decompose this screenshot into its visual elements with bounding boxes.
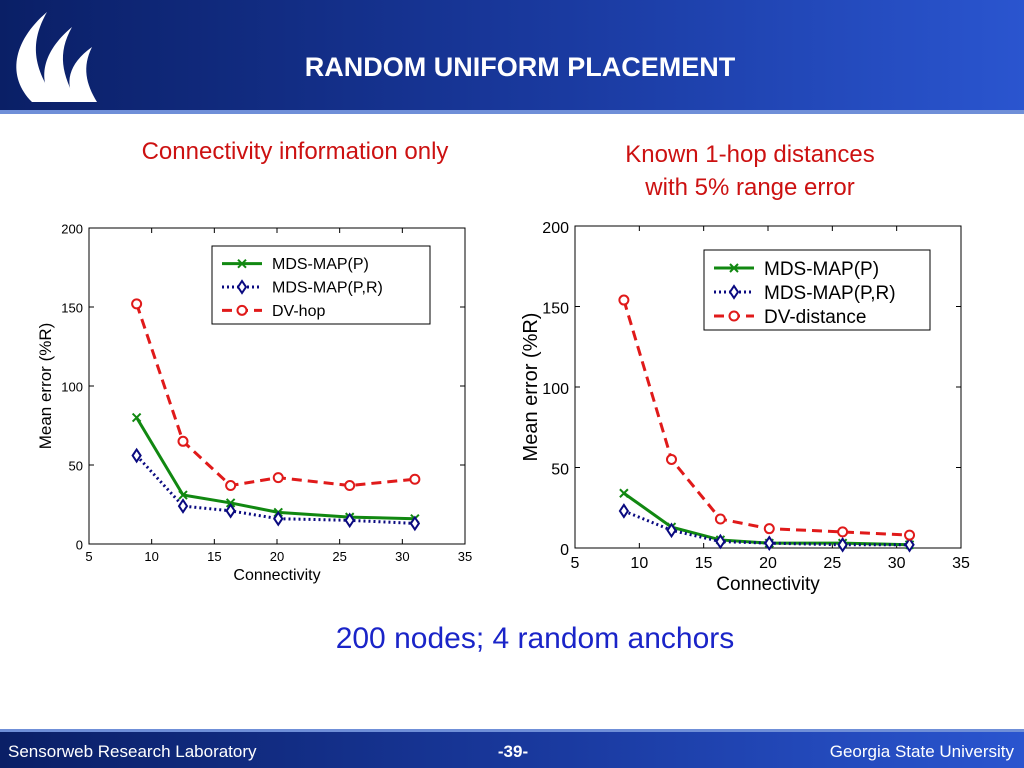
y-tick-label: 150 [542,301,569,318]
y-tick-label: 50 [69,459,83,474]
legend-marker [236,279,248,295]
x-tick-label: 20 [759,555,777,572]
x-tick-label: 20 [270,549,284,564]
data-point [904,536,915,553]
x-axis-label: Connectivity [716,574,820,595]
y-axis-label: Mean error (%R) [36,323,55,450]
x-tick-label: 30 [395,549,409,564]
series-1 [131,447,421,532]
x-tick-label: 35 [458,549,472,564]
y-tick-label: 0 [76,538,83,553]
data-point [763,523,775,535]
slide-footer-bar [0,732,1024,768]
data-point [177,498,189,514]
right-chart-subtitle: Known 1-hop distances with 5% range erro… [560,138,940,204]
y-tick-label: 150 [61,301,83,316]
slide-caption: 200 nodes; 4 random anchors [335,622,735,655]
data-point [131,298,143,310]
legend-label: MDS-MAP(P,R) [272,280,383,297]
data-point [273,510,284,527]
slide-header-bar [0,0,1024,110]
x-tick-label: 25 [823,555,841,572]
data-point [178,490,188,500]
data-point [225,503,236,519]
left-chart-subtitle: Connectivity information only [141,138,449,165]
series-line [622,299,910,537]
y-tick-label: 50 [551,462,569,479]
legend-box [211,245,431,325]
x-tick-label: 15 [207,549,221,564]
legend-label: DV-distance [764,307,866,328]
series-line [623,509,910,547]
data-point [344,480,356,492]
legend-marker [729,263,739,273]
footer-lab-name: Sensorweb Research Laboratory [8,742,257,761]
x-tick-label: 30 [888,555,906,572]
x-tick-label: 15 [695,555,713,572]
data-point [131,412,142,423]
y-tick-label: 0 [560,542,569,559]
x-tick-label: 5 [85,549,92,564]
series-2 [618,294,916,541]
data-point [904,529,916,541]
data-point [619,488,629,498]
y-tick-label: 200 [61,222,83,237]
legend-marker [728,284,740,300]
slide-title: RANDOM UNIFORM PLACEMENT [304,52,736,82]
gsu-flame-logo-icon [16,12,97,102]
x-tick-label: 5 [571,555,580,572]
data-point [618,294,630,306]
y-tick-label: 200 [542,220,569,237]
x-tick-label: 10 [630,555,648,572]
data-point [409,515,421,532]
header-divider [0,110,1024,114]
right-subtitle-line2: with 5% range error [645,174,855,201]
x-tick-label: 10 [144,549,158,564]
data-point [409,473,421,485]
page-number: -39- [497,742,529,761]
series-line [135,303,416,488]
right-line-chart: 5 10 15 20 25 30 35 0 50 100 150 200 Connectivity Mea… [520,220,970,595]
data-point [764,535,775,551]
y-axis-label: Mean error (%R) [520,313,542,462]
series-1 [618,503,915,553]
footer-divider [0,729,1024,732]
legend-marker [237,258,247,269]
data-point [666,453,677,465]
x-axis-label: Connectivity [233,567,320,584]
x-tick-label: 25 [332,549,346,564]
legend-label: MDS-MAP(P,R) [764,283,896,304]
right-subtitle-line1: Known 1-hop distances [625,141,875,168]
legend-label: MDS-MAP(P) [272,256,369,273]
data-point [272,472,284,484]
legend-marker [728,310,740,322]
y-tick-label: 100 [61,380,83,395]
legend-label: DV-hop [272,303,325,320]
legend-box [703,249,931,331]
series-line [135,416,415,521]
series-2 [131,298,421,492]
left-line-chart: 5 10 15 20 25 30 35 0 50 100 150 200 Connectivity Mea… [36,222,472,585]
data-point [837,536,848,553]
data-point [714,513,726,525]
data-point [618,503,630,519]
footer-university: Georgia State University [829,742,1014,761]
data-point [837,526,849,538]
data-point [344,512,355,529]
legend-label: MDS-MAP(P) [764,259,879,280]
y-tick-label: 100 [542,381,569,398]
x-tick-label: 35 [952,555,970,572]
data-point [177,435,189,447]
data-point [225,480,237,492]
data-point [131,447,142,464]
legend-marker [236,304,248,316]
series-line [135,454,415,525]
data-point [225,498,236,508]
data-point [715,533,726,550]
data-point [666,522,677,539]
